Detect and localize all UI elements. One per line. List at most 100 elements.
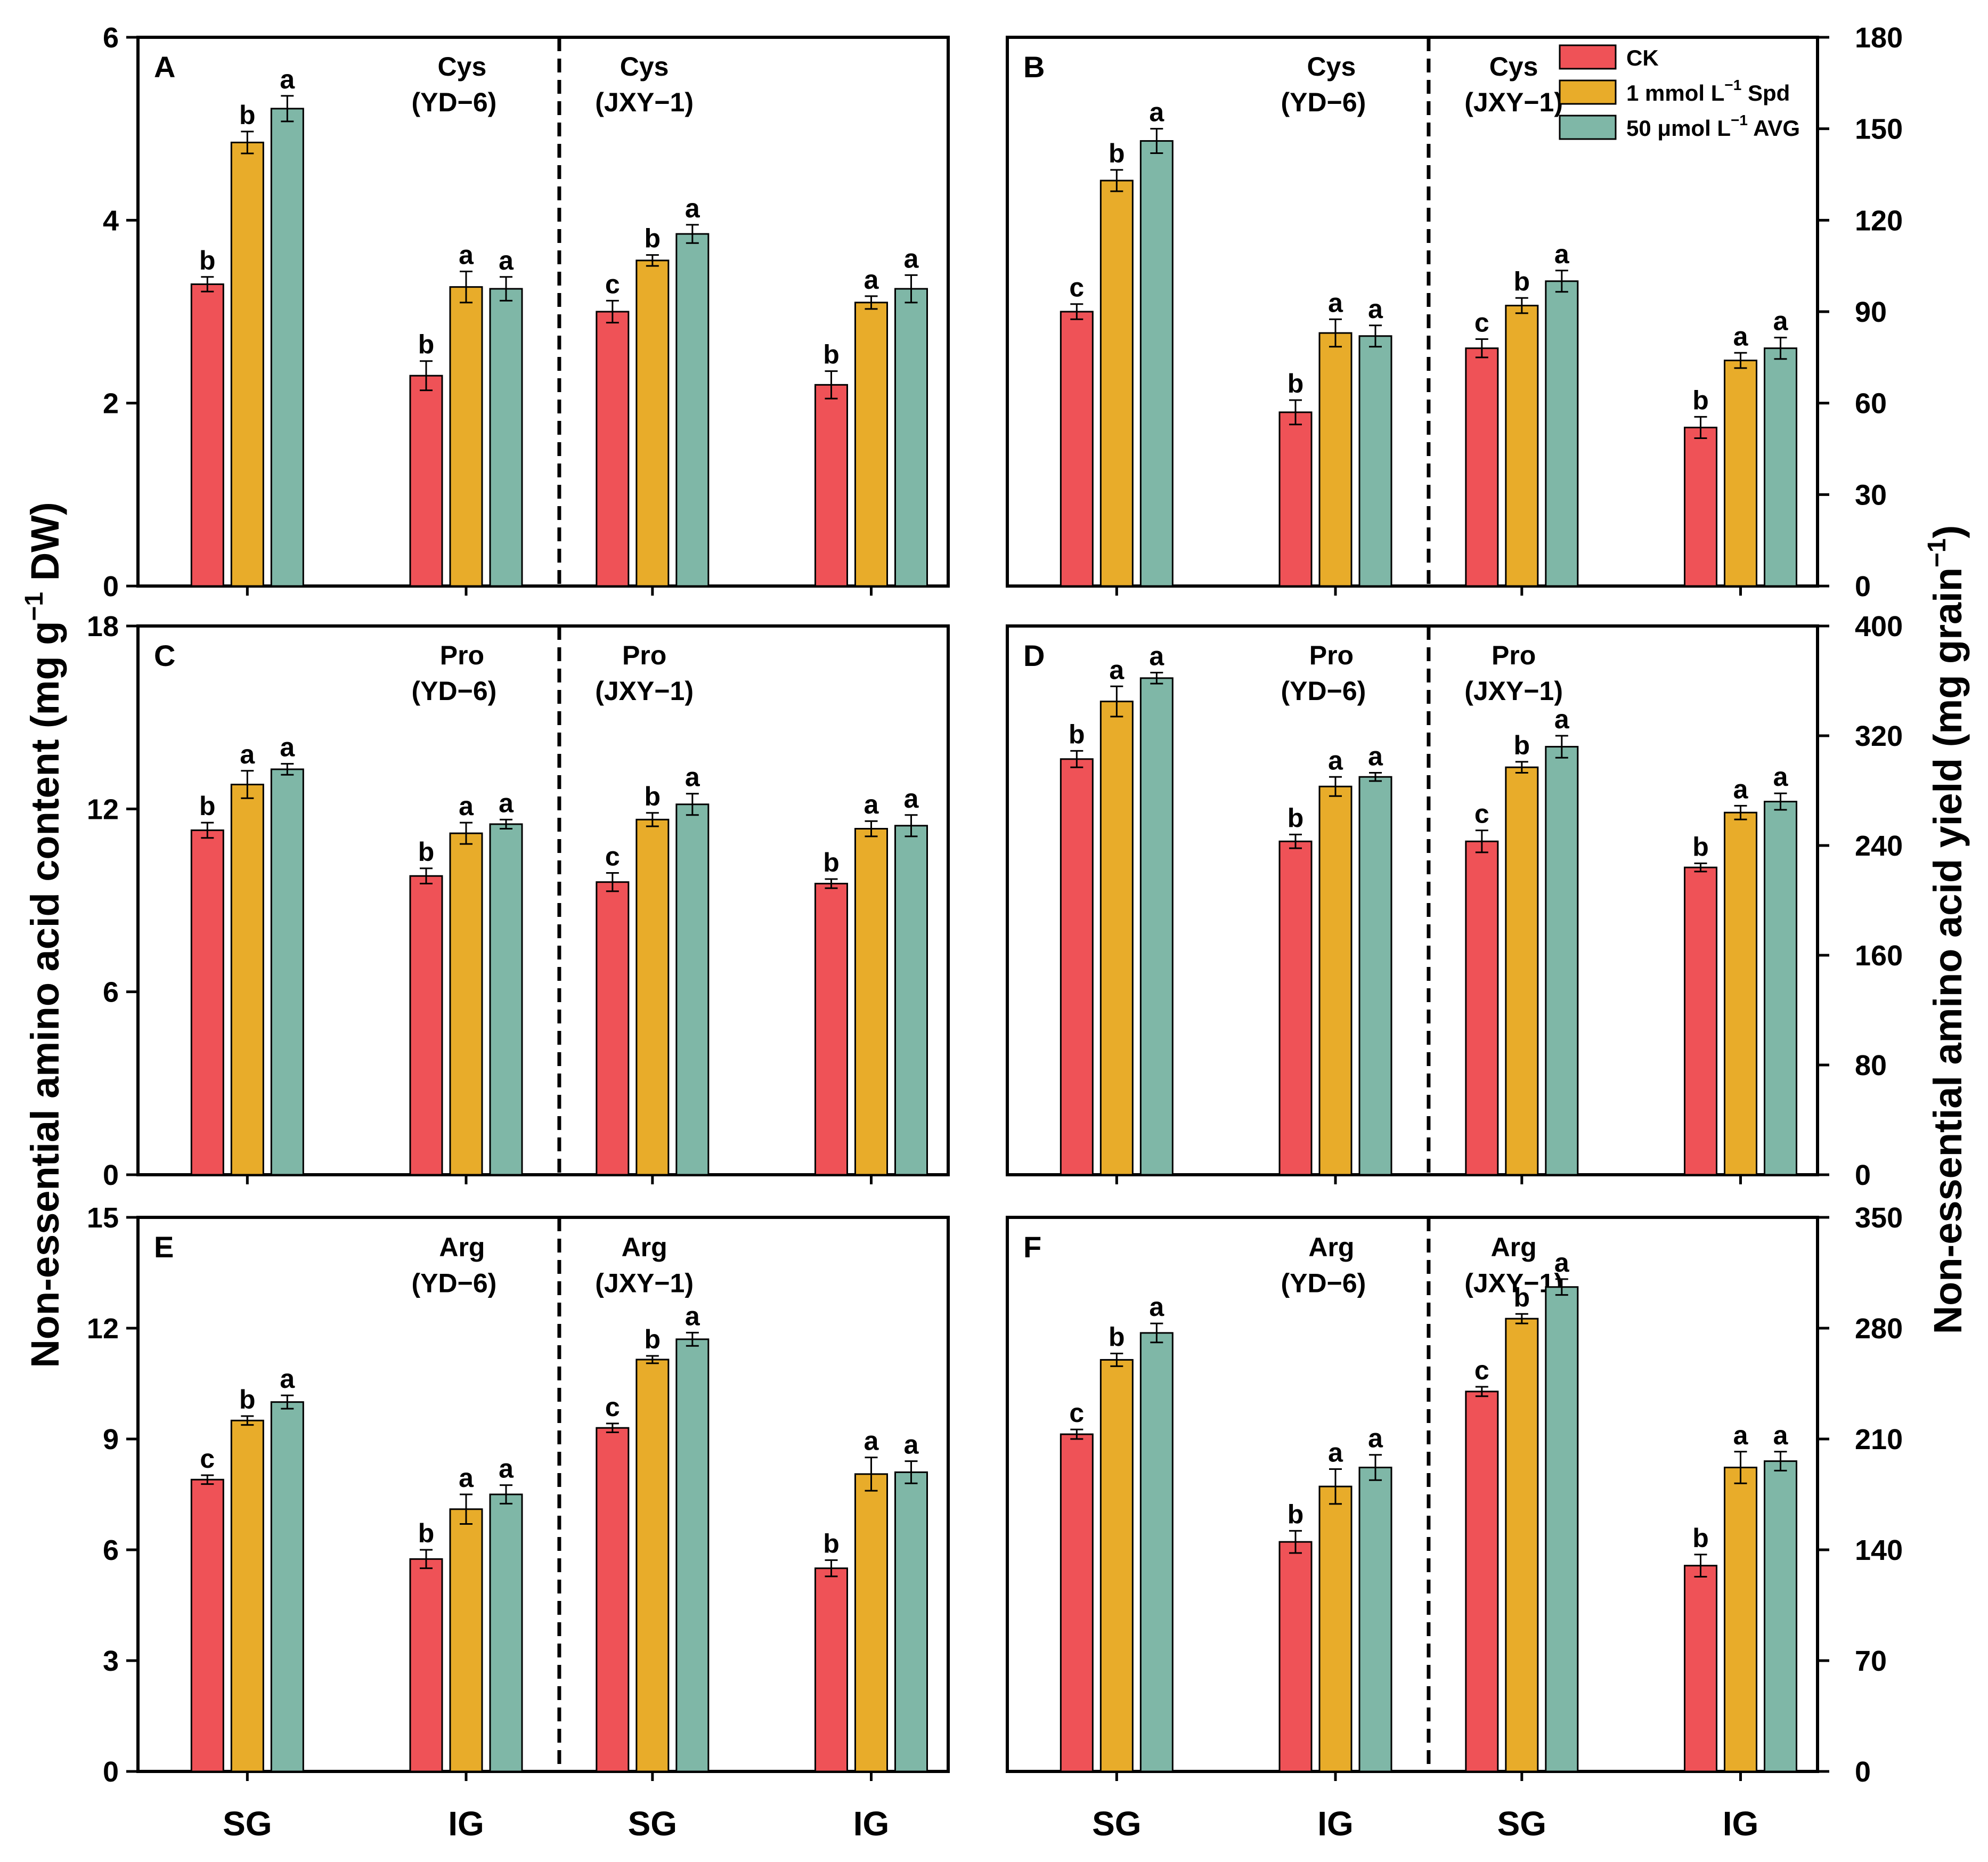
legend-label-text: 1 mmol L <box>1626 80 1724 105</box>
y-tick-label: 0 <box>1855 1159 1871 1191</box>
y-tick-label: 6 <box>103 1534 119 1566</box>
x-category-label: IG <box>1723 1804 1759 1843</box>
bar <box>450 287 482 586</box>
y-tick-label: 180 <box>1855 22 1903 54</box>
bar <box>677 1339 708 1771</box>
bar <box>1061 759 1093 1175</box>
bar <box>1140 141 1172 586</box>
bar <box>1466 1392 1498 1771</box>
bar <box>450 833 482 1175</box>
significance-letter: a <box>904 784 919 814</box>
legend-label-sup: −1 <box>1724 77 1741 93</box>
significance-letter: a <box>1149 97 1164 127</box>
bar <box>856 303 887 586</box>
significance-letter: a <box>459 791 474 821</box>
y-tick-label: 4 <box>103 205 119 237</box>
amino-acid-label: Cys <box>1489 52 1538 82</box>
bar <box>1359 1467 1391 1771</box>
bar <box>410 1559 442 1771</box>
panel-letter: C <box>154 639 175 672</box>
significance-letter: a <box>499 1454 514 1484</box>
bar <box>1506 1319 1538 1771</box>
y-tick-label: 3 <box>103 1645 119 1677</box>
left-y-axis-label-text: Non-essential amino acid content (mg g <box>23 621 67 1368</box>
significance-letter: a <box>864 790 879 819</box>
significance-letter: a <box>1368 294 1383 324</box>
bar <box>1140 678 1172 1175</box>
bar <box>597 882 629 1175</box>
significance-letter: b <box>1069 719 1085 749</box>
significance-letter: a <box>280 1364 295 1394</box>
bar <box>1101 1360 1132 1771</box>
bar <box>1546 747 1578 1175</box>
bar <box>231 142 263 586</box>
significance-letter: b <box>823 340 840 370</box>
bar <box>1685 427 1717 586</box>
cultivar-label: (YD−6) <box>412 676 497 706</box>
y-tick-label: 18 <box>87 611 119 643</box>
bar <box>271 109 303 586</box>
y-tick-label: 60 <box>1855 388 1887 420</box>
bar <box>271 1402 303 1771</box>
bar <box>191 284 223 587</box>
significance-letter: a <box>1733 774 1749 804</box>
bar <box>1765 348 1797 586</box>
bar <box>1765 802 1797 1175</box>
amino-acid-label: Cys <box>1307 52 1356 82</box>
legend-label-tail: AVG <box>1748 116 1800 141</box>
significance-letter: b <box>645 224 661 254</box>
amino-acid-label: Arg <box>1491 1232 1537 1262</box>
left-y-axis-label-sup: −1 <box>20 592 48 621</box>
bar <box>677 804 708 1175</box>
y-tick-label: 70 <box>1855 1645 1887 1677</box>
significance-letter: a <box>1773 762 1789 792</box>
y-tick-label: 2 <box>103 388 119 420</box>
significance-letter: b <box>239 100 256 130</box>
y-tick-label: 6 <box>103 977 119 1009</box>
bar <box>637 261 669 586</box>
significance-letter: a <box>499 246 514 275</box>
significance-letter: a <box>1773 306 1789 336</box>
bar <box>816 884 848 1175</box>
legend-label: 50 μmol L−1 AVG <box>1626 112 1800 141</box>
y-tick-label: 140 <box>1855 1534 1903 1566</box>
amino-acid-label: Pro <box>622 640 666 670</box>
bar <box>1685 1566 1717 1771</box>
bar <box>1466 348 1498 586</box>
y-tick-label: 160 <box>1855 940 1903 972</box>
y-tick-label: 400 <box>1855 611 1903 643</box>
bar <box>1685 867 1717 1175</box>
significance-letter: b <box>199 791 216 821</box>
bar <box>1725 361 1757 586</box>
significance-letter: c <box>1474 799 1489 829</box>
significance-letter: c <box>605 1392 620 1422</box>
x-category-label: IG <box>1317 1804 1354 1843</box>
significance-letter: a <box>864 265 879 295</box>
significance-letter: a <box>864 1426 879 1456</box>
significance-letter: a <box>1328 745 1343 775</box>
significance-letter: b <box>418 1518 435 1548</box>
x-category-label: SG <box>1092 1804 1141 1843</box>
significance-letter: a <box>459 240 474 270</box>
bar <box>637 819 669 1175</box>
y-tick-label: 350 <box>1855 1202 1903 1234</box>
bar <box>410 376 442 586</box>
significance-letter: b <box>645 782 661 811</box>
y-tick-label: 0 <box>103 1756 119 1788</box>
significance-letter: b <box>199 246 216 275</box>
significance-letter: a <box>240 739 255 769</box>
y-tick-label: 0 <box>103 1159 119 1191</box>
significance-letter: c <box>1474 308 1489 338</box>
significance-letter: b <box>1514 730 1530 760</box>
bar <box>1506 306 1538 586</box>
panel-letter: F <box>1023 1230 1041 1264</box>
bar <box>1319 333 1351 586</box>
bar <box>490 1494 522 1771</box>
significance-letter: a <box>685 762 700 792</box>
significance-letter: c <box>605 269 620 299</box>
legend-label-sup: −1 <box>1731 112 1748 128</box>
significance-letter: a <box>459 1463 474 1493</box>
right-y-axis-label-tail: ) <box>1926 525 1970 539</box>
cultivar-label: (YD−6) <box>412 87 497 117</box>
